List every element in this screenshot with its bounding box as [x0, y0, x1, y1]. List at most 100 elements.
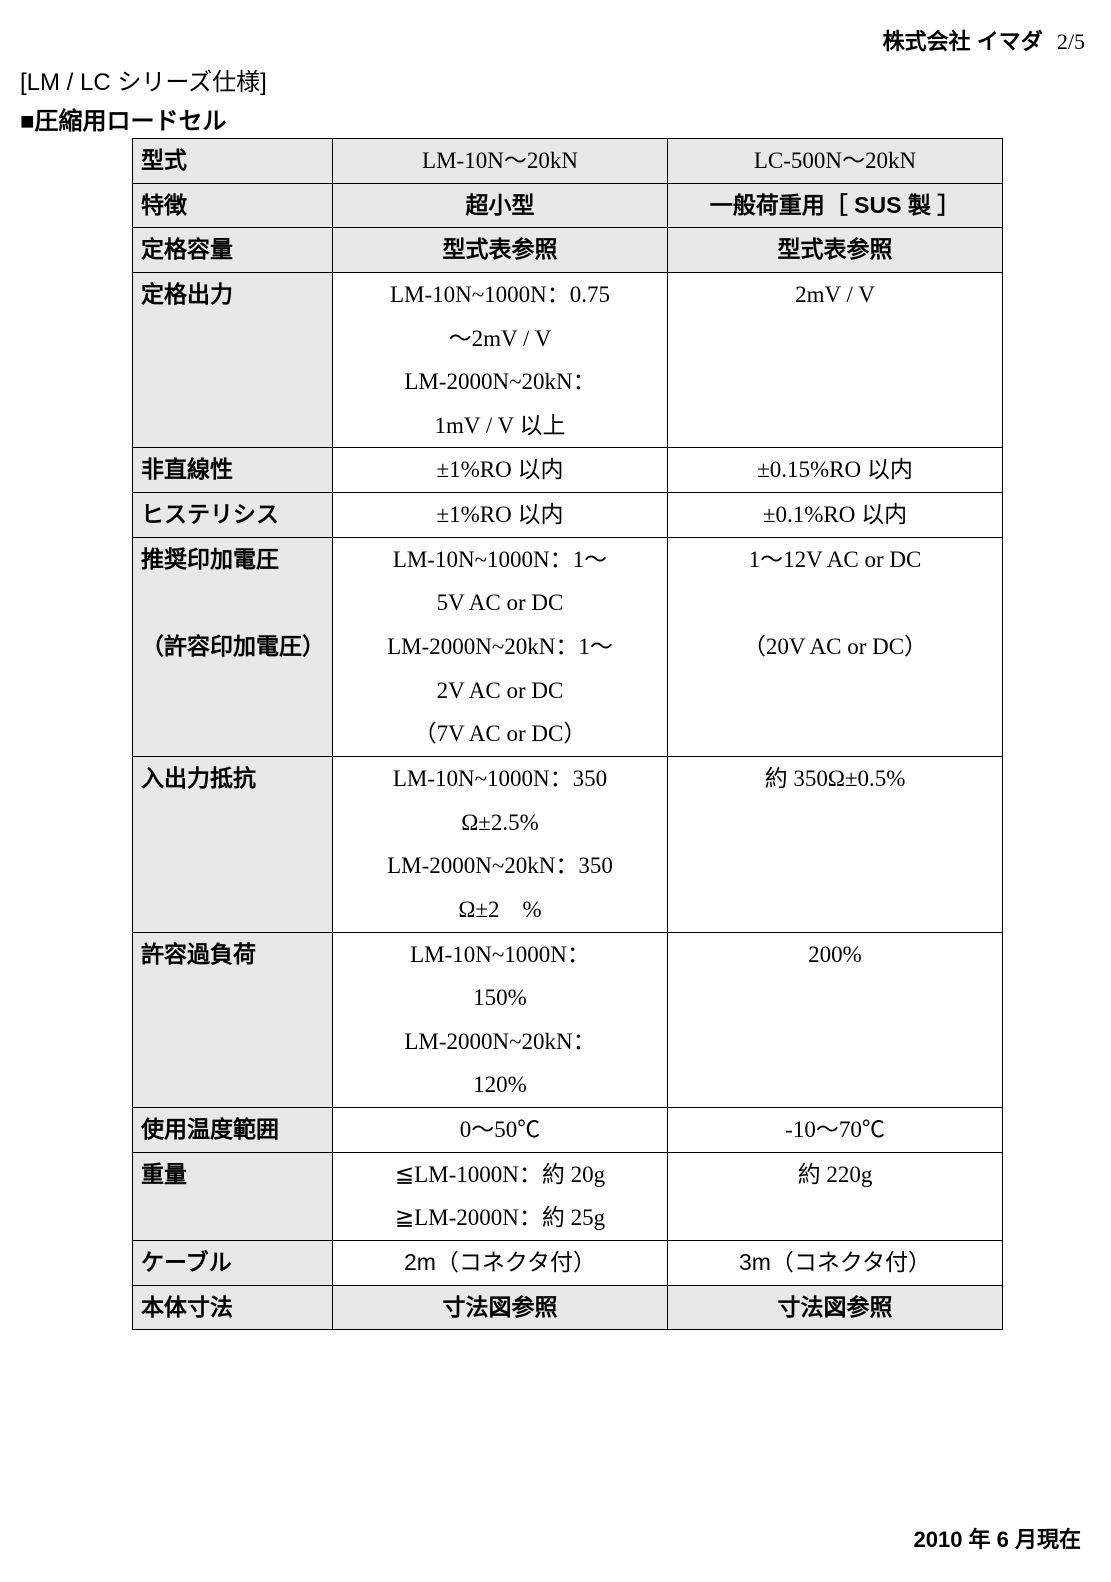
- spec-table: 型式 LM-10N～20kN LC-500N～20kN 特徴 超小型 一般荷重用…: [132, 138, 1003, 1330]
- cell-voltage-lm-1: LM-10N~1000N：1～: [333, 537, 668, 581]
- cell-temp-lm: 0～50℃: [333, 1108, 668, 1153]
- cell-feature-lm: 超小型: [333, 183, 668, 228]
- row-label-dimensions: 本体寸法: [133, 1285, 333, 1330]
- cell-temp-lc: -10～70℃: [668, 1108, 1003, 1153]
- table-row: 非直線性 ±1%RO 以内 ±0.15%RO 以内: [133, 448, 1003, 493]
- row-label-nonlin: 非直線性: [133, 448, 333, 493]
- table-row: （許容印加電圧） LM-2000N~20kN：1～ （20V AC or DC）: [133, 625, 1003, 669]
- cell-dimensions-lm: 寸法図参照: [333, 1285, 668, 1330]
- page-footer: 2010 年 6 月現在: [913, 1522, 1081, 1554]
- company-name: 株式会社 イマダ: [883, 29, 1043, 54]
- row-label-output: 定格出力: [133, 272, 333, 316]
- cell-empty: [133, 581, 333, 625]
- cell-empty: [668, 404, 1003, 448]
- row-label-voltage-a: 推奨印加電圧: [133, 537, 333, 581]
- table-row: 本体寸法 寸法図参照 寸法図参照: [133, 1285, 1003, 1330]
- row-label-capacity: 定格容量: [133, 228, 333, 273]
- cell-voltage-lm-3: LM-2000N~20kN：1～: [333, 625, 668, 669]
- cell-impedance-lm-3: LM-2000N~20kN：350: [333, 844, 668, 888]
- row-label-model: 型式: [133, 139, 333, 184]
- cell-cable-lc: 3m（コネクタ付）: [668, 1241, 1003, 1286]
- page-header: 株式会社 イマダ 2/5: [20, 24, 1091, 56]
- table-row: 特徴 超小型 一般荷重用［ SUS 製 ］: [133, 183, 1003, 228]
- table-row: 2V AC or DC: [133, 669, 1003, 713]
- cell-empty: [668, 1063, 1003, 1107]
- cell-empty: [668, 801, 1003, 845]
- cell-empty: [133, 712, 333, 756]
- cell-empty: [133, 360, 333, 404]
- row-label-hysteresis: ヒステリシス: [133, 493, 333, 538]
- cell-empty: [668, 712, 1003, 756]
- row-label-voltage-b: （許容印加電圧）: [133, 625, 333, 669]
- cell-capacity-lm: 型式表参照: [333, 228, 668, 273]
- cell-nonlin-lm: ±1%RO 以内: [333, 448, 668, 493]
- cell-output-lm-4: 1mV / V 以上: [333, 404, 668, 448]
- cell-cable-lm: 2m（コネクタ付）: [333, 1241, 668, 1286]
- cell-overload-lm-2: 150%: [333, 976, 668, 1020]
- table-row: ～2mV / V: [133, 317, 1003, 361]
- table-row: （7V AC or DC）: [133, 712, 1003, 756]
- cell-voltage-lm-5: （7V AC or DC）: [333, 712, 668, 756]
- cell-voltage-lm-4: 2V AC or DC: [333, 669, 668, 713]
- cell-weight-lm-2: ≧LM-2000N：約 25g: [333, 1196, 668, 1240]
- table-row: ケーブル 2m（コネクタ付） 3m（コネクタ付）: [133, 1241, 1003, 1286]
- cell-empty: [668, 360, 1003, 404]
- row-label-overload: 許容過負荷: [133, 932, 333, 1108]
- table-row: 推奨印加電圧 LM-10N~1000N：1～ 1～12V AC or DC: [133, 537, 1003, 581]
- table-row: 重量 ≦LM-1000N：約 20g 約 220g: [133, 1152, 1003, 1196]
- cell-weight-lm-1: ≦LM-1000N：約 20g: [333, 1152, 668, 1196]
- cell-output-lm-1: LM-10N~1000N：0.75: [333, 272, 668, 316]
- table-row: ≧LM-2000N：約 25g: [133, 1196, 1003, 1240]
- cell-model-lc: LC-500N～20kN: [668, 139, 1003, 184]
- cell-output-lc: 2mV / V: [668, 272, 1003, 316]
- cell-capacity-lc: 型式表参照: [668, 228, 1003, 273]
- cell-impedance-lc: 約 350Ω±0.5%: [668, 756, 1003, 800]
- table-row: ヒステリシス ±1%RO 以内 ±0.1%RO 以内: [133, 493, 1003, 538]
- table-row: 5V AC or DC: [133, 581, 1003, 625]
- cell-empty: [668, 669, 1003, 713]
- cell-impedance-lm-4: Ω±2 %: [333, 888, 668, 932]
- table-row: 1mV / V 以上: [133, 404, 1003, 448]
- cell-dimensions-lc: 寸法図参照: [668, 1285, 1003, 1330]
- cell-feature-lc: 一般荷重用［ SUS 製 ］: [668, 183, 1003, 228]
- table-row: 許容過負荷 LM-10N~1000N： 200%: [133, 932, 1003, 976]
- cell-empty: [668, 1196, 1003, 1240]
- row-label-cable: ケーブル: [133, 1241, 333, 1286]
- cell-output-lm-2: ～2mV / V: [333, 317, 668, 361]
- cell-voltage-lc-1: 1～12V AC or DC: [668, 537, 1003, 581]
- cell-empty: [668, 317, 1003, 361]
- cell-empty: [133, 669, 333, 713]
- cell-overload-lc: 200%: [668, 932, 1003, 976]
- cell-empty: [668, 1020, 1003, 1064]
- cell-impedance-lm-1: LM-10N~1000N：350: [333, 756, 668, 800]
- cell-empty: [133, 404, 333, 448]
- cell-overload-lm-4: 120%: [333, 1063, 668, 1107]
- row-label-weight: 重量: [133, 1152, 333, 1196]
- table-row: 使用温度範囲 0～50℃ -10～70℃: [133, 1108, 1003, 1153]
- row-label-impedance: 入出力抵抗: [133, 756, 333, 932]
- section-subtitle: ■圧縮用ロードセル: [20, 101, 1091, 136]
- cell-overload-lm-1: LM-10N~1000N：: [333, 932, 668, 976]
- cell-empty: [133, 317, 333, 361]
- cell-empty: [668, 581, 1003, 625]
- cell-overload-lm-3: LM-2000N~20kN：: [333, 1020, 668, 1064]
- cell-impedance-lm-2: Ω±2.5%: [333, 801, 668, 845]
- cell-empty: [668, 844, 1003, 888]
- cell-weight-lc: 約 220g: [668, 1152, 1003, 1196]
- table-row: 型式 LM-10N～20kN LC-500N～20kN: [133, 139, 1003, 184]
- cell-voltage-lc-2: （20V AC or DC）: [668, 625, 1003, 669]
- table-row: LM-2000N~20kN：: [133, 360, 1003, 404]
- table-row: 定格容量 型式表参照 型式表参照: [133, 228, 1003, 273]
- page-number: 2/5: [1057, 29, 1085, 54]
- cell-hysteresis-lc: ±0.1%RO 以内: [668, 493, 1003, 538]
- table-row: 定格出力 LM-10N~1000N：0.75 2mV / V: [133, 272, 1003, 316]
- row-label-feature: 特徴: [133, 183, 333, 228]
- table-row: 入出力抵抗 LM-10N~1000N：350 約 350Ω±0.5%: [133, 756, 1003, 800]
- cell-model-lm: LM-10N～20kN: [333, 139, 668, 184]
- cell-empty: [668, 888, 1003, 932]
- row-label-temp: 使用温度範囲: [133, 1108, 333, 1153]
- cell-nonlin-lc: ±0.15%RO 以内: [668, 448, 1003, 493]
- cell-empty: [133, 1196, 333, 1240]
- page-title: [LM / LC シリーズ仕様]: [20, 62, 1091, 97]
- cell-voltage-lm-2: 5V AC or DC: [333, 581, 668, 625]
